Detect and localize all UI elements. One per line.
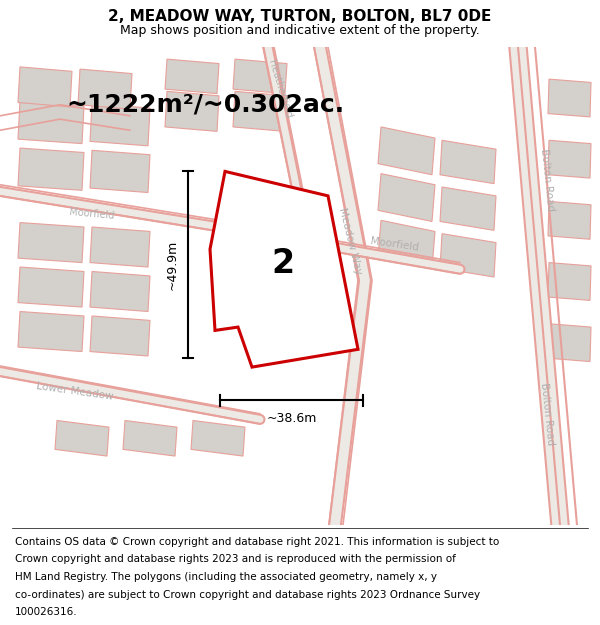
- Polygon shape: [210, 171, 358, 367]
- Polygon shape: [123, 421, 177, 456]
- Polygon shape: [440, 234, 496, 277]
- Text: 2: 2: [271, 248, 295, 280]
- Polygon shape: [18, 148, 84, 190]
- Polygon shape: [378, 221, 435, 268]
- Text: Moorfield: Moorfield: [370, 236, 419, 253]
- Polygon shape: [440, 140, 496, 184]
- Text: Bolton Road: Bolton Road: [539, 149, 555, 212]
- Text: Crown copyright and database rights 2023 and is reproduced with the permission o: Crown copyright and database rights 2023…: [15, 554, 456, 564]
- Polygon shape: [90, 271, 150, 311]
- Polygon shape: [55, 421, 109, 456]
- Polygon shape: [548, 324, 591, 361]
- Polygon shape: [165, 91, 219, 131]
- Polygon shape: [440, 187, 496, 231]
- Polygon shape: [191, 421, 245, 456]
- Polygon shape: [18, 101, 84, 144]
- Polygon shape: [378, 174, 435, 221]
- Polygon shape: [548, 262, 591, 301]
- Polygon shape: [18, 311, 84, 351]
- Polygon shape: [378, 127, 435, 175]
- Text: Map shows position and indicative extent of the property.: Map shows position and indicative extent…: [120, 24, 480, 36]
- Polygon shape: [90, 150, 150, 192]
- Polygon shape: [165, 59, 219, 94]
- Text: Contains OS data © Crown copyright and database right 2021. This information is : Contains OS data © Crown copyright and d…: [15, 537, 499, 547]
- Polygon shape: [233, 91, 287, 131]
- Text: HM Land Registry. The polygons (including the associated geometry, namely x, y: HM Land Registry. The polygons (includin…: [15, 572, 437, 582]
- Polygon shape: [78, 69, 132, 109]
- Text: 2, MEADOW WAY, TURTON, BOLTON, BL7 0DE: 2, MEADOW WAY, TURTON, BOLTON, BL7 0DE: [109, 9, 491, 24]
- Text: 100026316.: 100026316.: [15, 607, 77, 617]
- Text: ~1222m²/~0.302ac.: ~1222m²/~0.302ac.: [66, 92, 344, 117]
- Polygon shape: [90, 316, 150, 356]
- Text: Meadow Way: Meadow Way: [337, 207, 363, 276]
- Text: co-ordinates) are subject to Crown copyright and database rights 2023 Ordnance S: co-ordinates) are subject to Crown copyr…: [15, 589, 480, 599]
- Text: ~38.6m: ~38.6m: [266, 412, 317, 425]
- Polygon shape: [18, 222, 84, 262]
- Text: Bolton Road: Bolton Road: [539, 382, 555, 446]
- Polygon shape: [548, 79, 591, 117]
- Polygon shape: [548, 140, 591, 178]
- Polygon shape: [18, 67, 72, 107]
- Polygon shape: [90, 227, 150, 267]
- Polygon shape: [233, 59, 287, 94]
- Text: ~49.9m: ~49.9m: [166, 239, 179, 290]
- Text: Heatherfield: Heatherfield: [266, 59, 293, 119]
- Polygon shape: [90, 104, 150, 146]
- Text: Lower Meadow: Lower Meadow: [36, 381, 114, 402]
- Polygon shape: [18, 267, 84, 307]
- Text: Moorfield: Moorfield: [69, 207, 115, 221]
- Polygon shape: [548, 201, 591, 239]
